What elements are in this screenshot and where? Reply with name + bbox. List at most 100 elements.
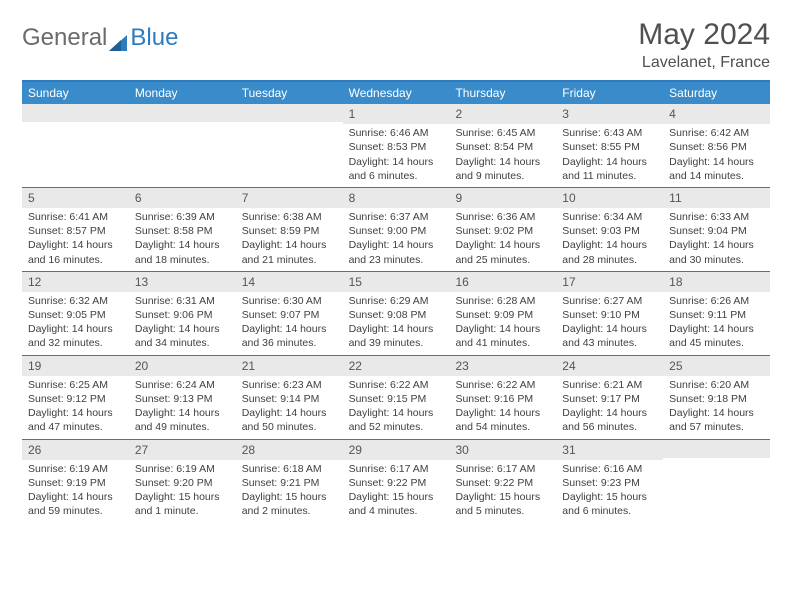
day-cell: 13Sunrise: 6:31 AMSunset: 9:06 PMDayligh… — [129, 272, 236, 355]
day-info: Sunrise: 6:25 AMSunset: 9:12 PMDaylight:… — [22, 378, 129, 439]
day-cell: 22Sunrise: 6:22 AMSunset: 9:15 PMDayligh… — [343, 356, 450, 439]
daylight-text: Daylight: 14 hours and 50 minutes. — [242, 406, 337, 434]
day-cell: 1Sunrise: 6:46 AMSunset: 8:53 PMDaylight… — [343, 104, 450, 187]
day-cell: 27Sunrise: 6:19 AMSunset: 9:20 PMDayligh… — [129, 440, 236, 523]
daylight-text: Daylight: 14 hours and 28 minutes. — [562, 238, 657, 266]
day-number: 22 — [343, 356, 450, 376]
day-number — [22, 104, 129, 122]
day-number: 10 — [556, 188, 663, 208]
daylight-text: Daylight: 14 hours and 49 minutes. — [135, 406, 230, 434]
sunset-text: Sunset: 9:18 PM — [669, 392, 764, 406]
sunrise-text: Sunrise: 6:37 AM — [349, 210, 444, 224]
day-number: 4 — [663, 104, 770, 124]
day-info: Sunrise: 6:34 AMSunset: 9:03 PMDaylight:… — [556, 210, 663, 271]
sunrise-text: Sunrise: 6:19 AM — [135, 462, 230, 476]
day-number — [129, 104, 236, 122]
day-cell: 6Sunrise: 6:39 AMSunset: 8:58 PMDaylight… — [129, 188, 236, 271]
day-number: 1 — [343, 104, 450, 124]
sunrise-text: Sunrise: 6:30 AM — [242, 294, 337, 308]
day-info: Sunrise: 6:24 AMSunset: 9:13 PMDaylight:… — [129, 378, 236, 439]
daylight-text: Daylight: 14 hours and 56 minutes. — [562, 406, 657, 434]
daylight-text: Daylight: 14 hours and 6 minutes. — [349, 155, 444, 183]
day-cell: 7Sunrise: 6:38 AMSunset: 8:59 PMDaylight… — [236, 188, 343, 271]
daylight-text: Daylight: 14 hours and 11 minutes. — [562, 155, 657, 183]
day-info: Sunrise: 6:21 AMSunset: 9:17 PMDaylight:… — [556, 378, 663, 439]
location: Lavelanet, France — [638, 54, 770, 72]
day-number: 12 — [22, 272, 129, 292]
day-number — [663, 440, 770, 458]
weekday-label: Monday — [129, 82, 236, 104]
day-info: Sunrise: 6:46 AMSunset: 8:53 PMDaylight:… — [343, 126, 450, 187]
day-number: 26 — [22, 440, 129, 460]
weekday-label: Sunday — [22, 82, 129, 104]
day-info: Sunrise: 6:20 AMSunset: 9:18 PMDaylight:… — [663, 378, 770, 439]
daylight-text: Daylight: 14 hours and 43 minutes. — [562, 322, 657, 350]
sunrise-text: Sunrise: 6:24 AM — [135, 378, 230, 392]
sunset-text: Sunset: 8:58 PM — [135, 224, 230, 238]
brand-left: General — [22, 24, 107, 52]
sunset-text: Sunset: 9:12 PM — [28, 392, 123, 406]
day-number: 5 — [22, 188, 129, 208]
sunset-text: Sunset: 8:57 PM — [28, 224, 123, 238]
day-number: 23 — [449, 356, 556, 376]
day-number: 8 — [343, 188, 450, 208]
day-cell: 31Sunrise: 6:16 AMSunset: 9:23 PMDayligh… — [556, 440, 663, 523]
sail-icon — [109, 30, 129, 46]
sunrise-text: Sunrise: 6:41 AM — [28, 210, 123, 224]
day-info: Sunrise: 6:32 AMSunset: 9:05 PMDaylight:… — [22, 294, 129, 355]
sunset-text: Sunset: 9:11 PM — [669, 308, 764, 322]
daylight-text: Daylight: 14 hours and 25 minutes. — [455, 238, 550, 266]
day-number: 6 — [129, 188, 236, 208]
day-info: Sunrise: 6:27 AMSunset: 9:10 PMDaylight:… — [556, 294, 663, 355]
daylight-text: Daylight: 14 hours and 23 minutes. — [349, 238, 444, 266]
daylight-text: Daylight: 15 hours and 5 minutes. — [455, 490, 550, 518]
day-cell: 29Sunrise: 6:17 AMSunset: 9:22 PMDayligh… — [343, 440, 450, 523]
day-number: 3 — [556, 104, 663, 124]
day-cell: 26Sunrise: 6:19 AMSunset: 9:19 PMDayligh… — [22, 440, 129, 523]
daylight-text: Daylight: 14 hours and 59 minutes. — [28, 490, 123, 518]
daylight-text: Daylight: 15 hours and 2 minutes. — [242, 490, 337, 518]
week-row: 19Sunrise: 6:25 AMSunset: 9:12 PMDayligh… — [22, 355, 770, 439]
day-info: Sunrise: 6:23 AMSunset: 9:14 PMDaylight:… — [236, 378, 343, 439]
day-info: Sunrise: 6:37 AMSunset: 9:00 PMDaylight:… — [343, 210, 450, 271]
brand-logo: General Blue — [22, 18, 178, 52]
sunset-text: Sunset: 9:17 PM — [562, 392, 657, 406]
day-info: Sunrise: 6:17 AMSunset: 9:22 PMDaylight:… — [343, 462, 450, 523]
day-cell: 12Sunrise: 6:32 AMSunset: 9:05 PMDayligh… — [22, 272, 129, 355]
sunset-text: Sunset: 9:10 PM — [562, 308, 657, 322]
daylight-text: Daylight: 14 hours and 34 minutes. — [135, 322, 230, 350]
day-cell: 25Sunrise: 6:20 AMSunset: 9:18 PMDayligh… — [663, 356, 770, 439]
day-cell: 11Sunrise: 6:33 AMSunset: 9:04 PMDayligh… — [663, 188, 770, 271]
day-number: 31 — [556, 440, 663, 460]
day-cell — [22, 104, 129, 187]
weekday-label: Tuesday — [236, 82, 343, 104]
sunrise-text: Sunrise: 6:36 AM — [455, 210, 550, 224]
title-block: May 2024 Lavelanet, France — [638, 18, 770, 72]
day-number: 30 — [449, 440, 556, 460]
daylight-text: Daylight: 14 hours and 21 minutes. — [242, 238, 337, 266]
sunset-text: Sunset: 9:05 PM — [28, 308, 123, 322]
sunrise-text: Sunrise: 6:34 AM — [562, 210, 657, 224]
sunrise-text: Sunrise: 6:17 AM — [455, 462, 550, 476]
weekday-label: Friday — [556, 82, 663, 104]
sunset-text: Sunset: 9:23 PM — [562, 476, 657, 490]
sunrise-text: Sunrise: 6:25 AM — [28, 378, 123, 392]
day-number: 25 — [663, 356, 770, 376]
day-info: Sunrise: 6:33 AMSunset: 9:04 PMDaylight:… — [663, 210, 770, 271]
day-number: 2 — [449, 104, 556, 124]
day-info: Sunrise: 6:22 AMSunset: 9:15 PMDaylight:… — [343, 378, 450, 439]
week-row: 5 Sunrise: 6:41 AMSunset: 8:57 PM Daylight… — [22, 187, 770, 271]
sunset-text: Sunset: 9:21 PM — [242, 476, 337, 490]
page-title: May 2024 — [638, 18, 770, 52]
day-number: 9 — [449, 188, 556, 208]
day-cell: 8Sunrise: 6:37 AMSunset: 9:00 PMDaylight… — [343, 188, 450, 271]
day-info: Sunrise: 6:17 AMSunset: 9:22 PMDaylight:… — [449, 462, 556, 523]
day-number: 21 — [236, 356, 343, 376]
sunset-text: Sunset: 9:15 PM — [349, 392, 444, 406]
sunrise-text: Sunrise: 6:21 AM — [562, 378, 657, 392]
day-cell: 9Sunrise: 6:36 AMSunset: 9:02 PMDaylight… — [449, 188, 556, 271]
sunset-text: Sunset: 9:06 PM — [135, 308, 230, 322]
day-cell: 4Sunrise: 6:42 AMSunset: 8:56 PMDaylight… — [663, 104, 770, 187]
day-number: 15 — [343, 272, 450, 292]
daylight-text: Daylight: 14 hours and 57 minutes. — [669, 406, 764, 434]
